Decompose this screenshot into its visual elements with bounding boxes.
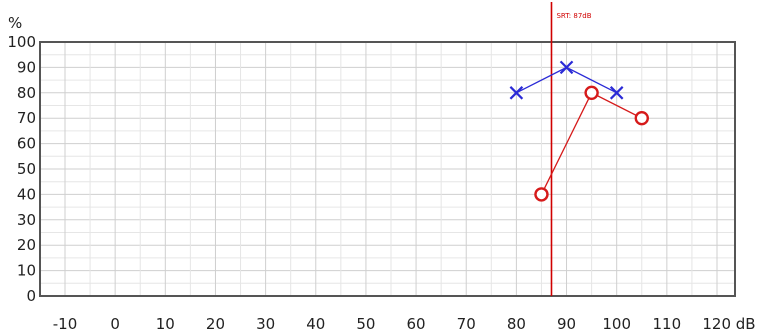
srt-reference: SRT: 87dB [550,2,592,296]
y-tick-label: 40 [17,185,36,203]
x-axis-ticks: -10 0 10 20 30 40 50 60 70 80 90 100 110 120 dB [53,315,756,333]
x-tick-label: 100 [602,315,631,333]
data-point-o [634,110,649,126]
series-layer [509,60,649,202]
data-point-o [534,187,549,202]
x-tick-label: -10 [53,315,78,333]
x-tick-label: 10 [156,315,175,333]
x-tick-label: 50 [356,315,375,333]
series-o-markers [534,85,649,202]
y-tick-label: 80 [17,84,36,102]
y-tick-label: 30 [17,211,36,229]
x-tick-label: 0 [110,315,120,333]
data-point-x [559,60,574,75]
x-tick-label: 30 [256,315,275,333]
x-tick-label: 60 [407,315,426,333]
data-point-x [509,86,524,100]
y-tick-label: 10 [17,262,36,280]
x-tick-label: 110 [653,315,682,333]
srt-label: SRT: 87dB [556,12,591,20]
y-axis-ticks: 0 10 20 30 40 50 60 70 80 90 100 [7,33,36,305]
data-point-o [584,85,599,101]
x-tick-label: 90 [557,315,576,333]
y-tick-label: 50 [17,160,36,178]
data-point-x [609,86,624,100]
y-tick-label: 20 [17,236,36,254]
y-tick-label: 90 [17,58,36,76]
x-tick-label: 120 dB [702,315,755,333]
x-tick-label: 20 [206,315,225,333]
y-axis-unit: % [8,14,22,32]
grid [40,41,735,297]
x-tick-label: 80 [507,315,526,333]
x-tick-label: 70 [457,315,476,333]
series-x-markers [509,60,624,100]
x-tick-label: 40 [306,315,325,333]
plot-frame [39,41,736,297]
y-tick-label: 100 [7,33,36,51]
y-tick-label: 0 [26,287,36,305]
y-tick-label: 60 [17,135,36,153]
y-tick-label: 70 [17,109,36,127]
